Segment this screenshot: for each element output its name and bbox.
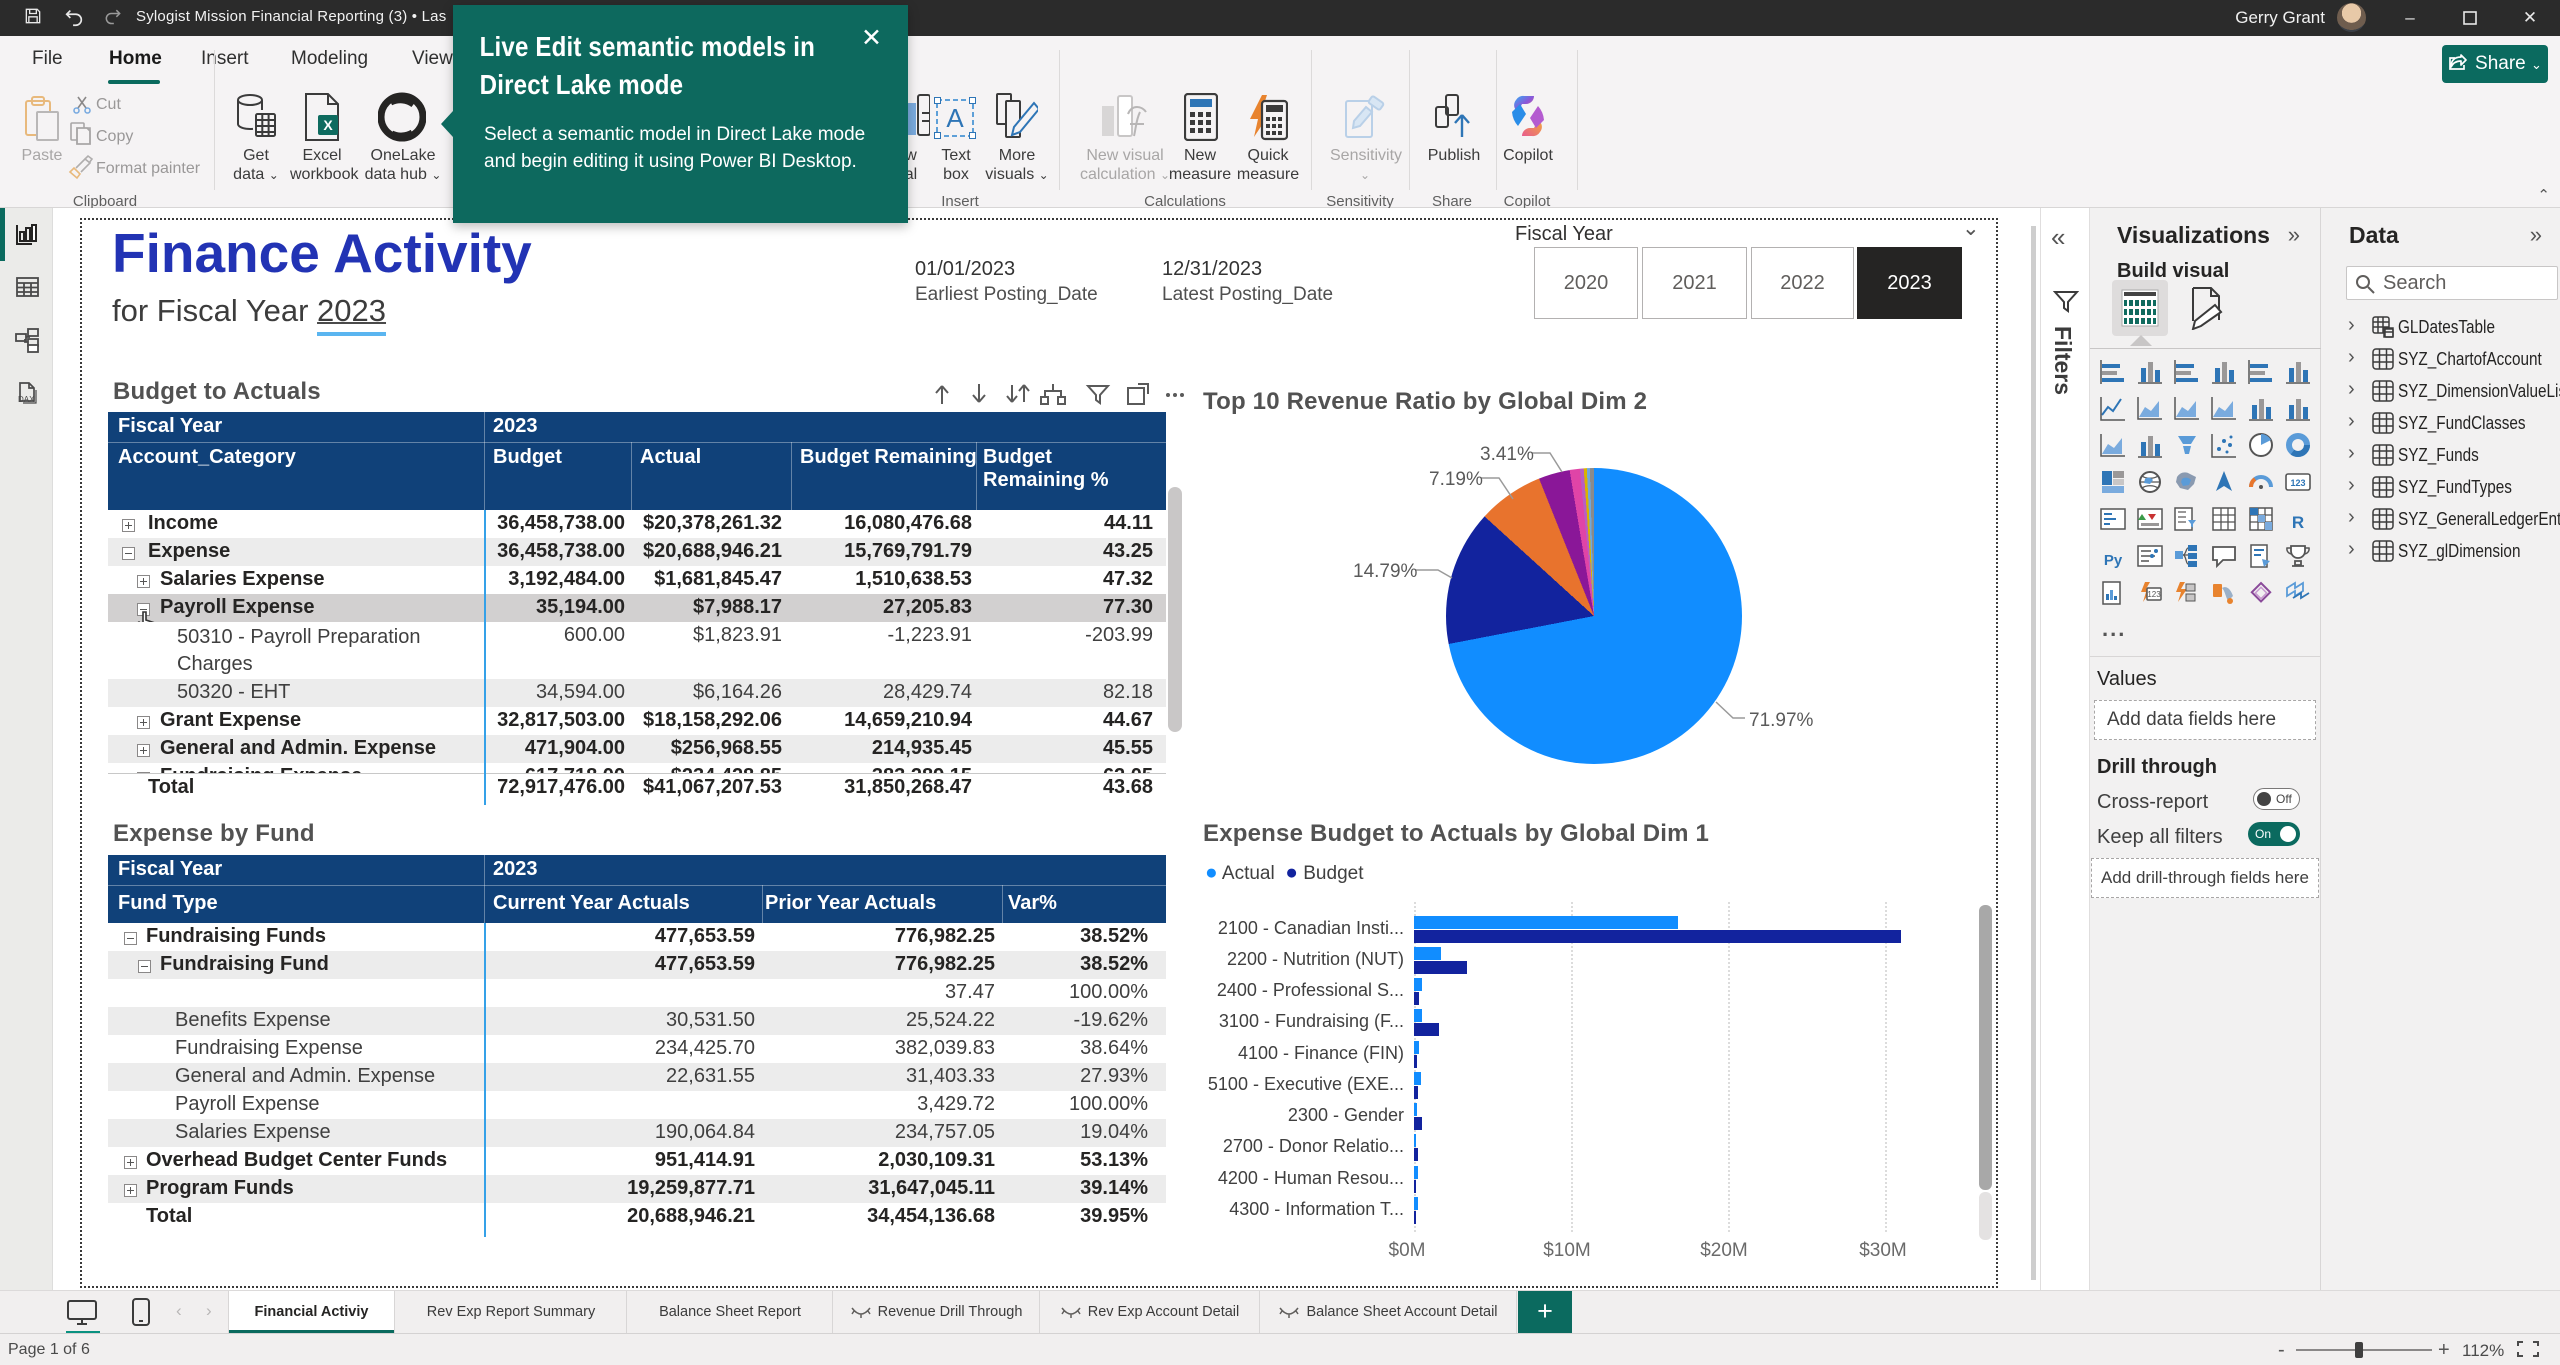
svg-text:Py: Py [2104, 552, 2123, 569]
svg-text:R: R [2292, 513, 2304, 532]
svg-text:X: X [323, 117, 333, 133]
svg-text:A: A [946, 103, 964, 133]
svg-text:123: 123 [2147, 590, 2161, 599]
svg-text:DAX: DAX [18, 395, 35, 404]
